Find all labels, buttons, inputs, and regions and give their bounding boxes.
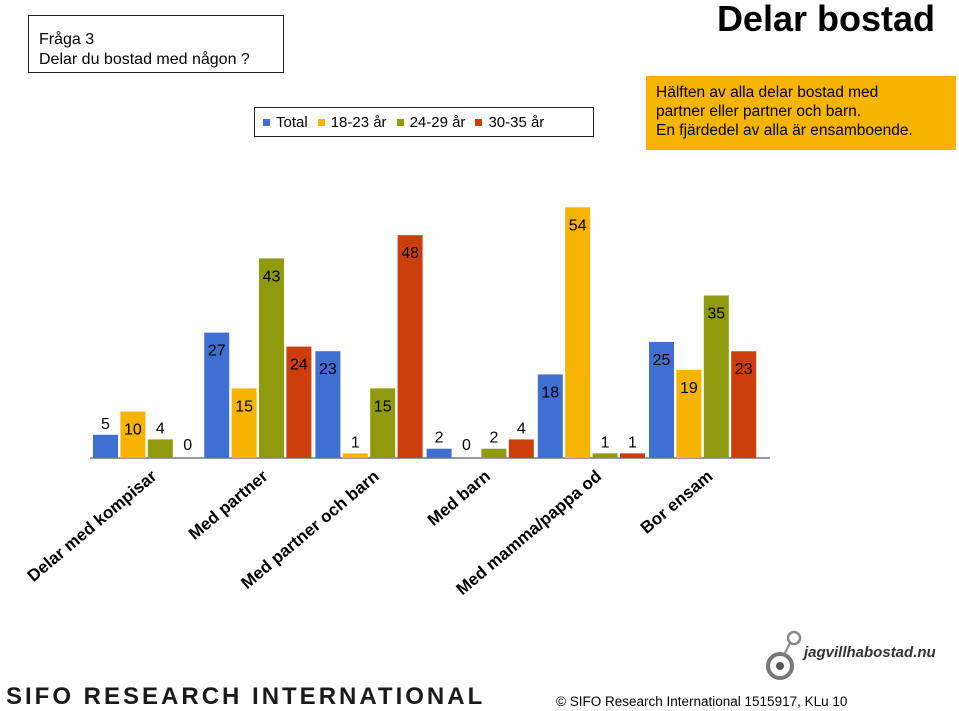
legend-label-total: Total <box>276 113 308 131</box>
legend-swatch-18-23 <box>317 118 325 126</box>
bar-value-label-2-2: 15 <box>374 398 392 415</box>
bar-value-label-0-1: 10 <box>124 422 142 439</box>
bar-value-label-0-3: 0 <box>183 437 192 454</box>
bar-value-label-4-1: 54 <box>569 217 587 234</box>
bar-value-label-5-1: 19 <box>680 380 698 397</box>
bar-value-label-4-0: 18 <box>541 384 559 401</box>
bar-value-label-3-1: 0 <box>462 437 471 454</box>
site-logo: jagvillhabostad.nu <box>764 628 944 684</box>
legend-swatch-24-29 <box>396 118 404 126</box>
bar-value-label-5-2: 35 <box>707 306 725 323</box>
legend-item-24-29: 24-29 år <box>396 113 466 131</box>
bar-0-2 <box>147 439 173 458</box>
logo-text: jagvillhabostad.nu <box>804 644 936 661</box>
callout-line-2: partner eller partner och barn. <box>656 103 862 120</box>
bar-4-3 <box>620 453 645 458</box>
summary-callout: Hälften av alla delar bostad med partner… <box>646 76 956 150</box>
bar-4-0 <box>537 374 563 458</box>
bar-value-label-2-0: 23 <box>319 361 337 378</box>
bar-5-1 <box>676 369 702 458</box>
category-label-5: Bor ensam <box>637 467 717 538</box>
bar-5-3 <box>731 351 757 458</box>
bar-1-0 <box>204 332 230 458</box>
bar-value-label-1-1: 15 <box>235 398 253 415</box>
bar-value-label-4-2: 1 <box>601 434 610 451</box>
bar-0-1 <box>120 411 146 458</box>
callout-line-3: En fjärdedel av alla är ensamboende. <box>656 122 913 139</box>
bar-2-3 <box>397 235 423 458</box>
bar-1-2 <box>259 258 284 458</box>
bar-5-0 <box>649 341 674 458</box>
bar-4-1 <box>565 207 591 458</box>
bar-3-3 <box>508 439 534 458</box>
bar-value-label-1-2: 43 <box>263 268 281 285</box>
bar-value-label-5-3: 23 <box>735 361 753 378</box>
footer-copyright: © SIFO Research International 1515917, K… <box>556 694 848 709</box>
bar-value-label-3-0: 2 <box>435 430 444 447</box>
bar-value-label-2-1: 1 <box>351 434 360 451</box>
legend-label-18-23: 18-23 år <box>330 113 387 131</box>
bar-value-label-3-3: 4 <box>517 420 526 437</box>
bar-value-label-5-0: 25 <box>653 352 671 369</box>
bar-1-3 <box>286 346 312 458</box>
bar-value-label-0-2: 4 <box>156 420 165 437</box>
bar-value-label-1-0: 27 <box>208 343 226 360</box>
legend-swatch-30-35 <box>475 118 483 126</box>
bar-3-2 <box>481 448 507 458</box>
key-ring-icon <box>766 630 802 680</box>
bar-2-2 <box>370 388 396 458</box>
category-label-3: Med barn <box>424 467 494 530</box>
bar-4-2 <box>592 453 618 458</box>
bar-value-label-0-0: 5 <box>101 416 110 433</box>
legend-item-total: Total <box>263 114 308 131</box>
category-label-0: Delar med kompisar <box>24 466 161 585</box>
bar-value-label-3-2: 2 <box>489 430 498 447</box>
bar-3-0 <box>426 448 452 458</box>
legend-item-18-23: 18-23 år <box>317 113 387 131</box>
category-label-1: Med partner <box>185 466 272 543</box>
legend-label-24-29: 24-29 år <box>409 113 466 131</box>
bar-value-label-4-3: 1 <box>628 434 637 451</box>
legend-swatch-total <box>263 118 270 126</box>
bar-5-2 <box>703 295 729 458</box>
chart-legend: Total 18-23 år 24-29 år 30-35 år <box>254 107 594 137</box>
legend-item-30-35: 30-35 år <box>475 114 544 131</box>
bar-value-label-2-3: 48 <box>401 245 419 262</box>
bar-2-0 <box>315 351 341 458</box>
legend-label-30-35: 30-35 år <box>488 113 545 131</box>
question-number: Fråga 3 <box>39 31 95 48</box>
bar-value-label-1-3: 24 <box>290 357 308 374</box>
footer-brand: SIFO RESEARCH INTERNATIONAL <box>6 683 486 710</box>
question-text: Delar du bostad med någon ? <box>39 51 250 68</box>
bar-1-1 <box>231 388 257 458</box>
question-box: Fråga 3 Delar du bostad med någon ? <box>28 15 284 73</box>
bar-2-1 <box>342 453 368 458</box>
callout-line-1: Hälften av alla delar bostad med <box>656 84 879 101</box>
page-title: Delar bostad <box>716 0 935 39</box>
bar-0-0 <box>93 434 118 458</box>
